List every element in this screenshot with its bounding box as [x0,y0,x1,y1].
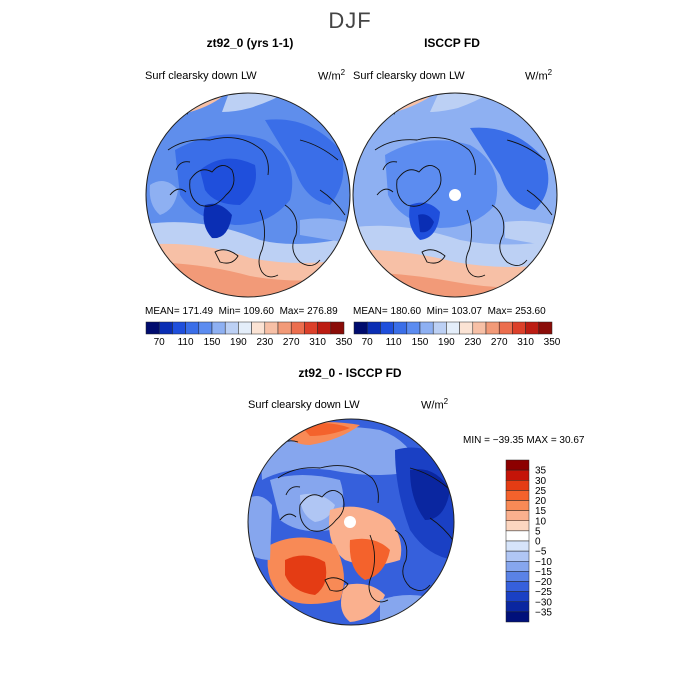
panel2-stats: MEAN= 180.60 Min= 103.07 Max= 253.60 [353,306,546,317]
map-panel1 [145,92,351,298]
panel2-colorbar-swatch [419,321,434,335]
panel2-colorbar-tick-label: 350 [544,337,561,348]
diff-colorbar-tick-label: 30 [535,476,547,487]
panel2-colorbar-swatch [459,321,474,335]
panel1-colorbar-swatch [317,321,332,335]
panel2-colorbar-swatch [498,321,513,335]
diff-colorbar-swatch [505,571,530,582]
diff-variable: Surf clearsky down LW [248,399,360,411]
panel2-variable: Surf clearsky down LW [353,70,465,82]
panel1-colorbar-swatch [185,321,200,335]
panel2-colorbar-tick-label: 70 [362,337,374,348]
diff-colorbar-swatch [505,561,530,572]
panel1-colorbar-tick-label: 350 [336,337,353,348]
diff-units: W/m2 [421,397,449,412]
panel1-variable: Surf clearsky down LW [145,70,257,82]
diff-colorbar-tick-label: −25 [535,587,552,598]
figure-title: DJF [328,8,372,33]
diff-colorbar-swatch [505,469,530,481]
diff-colorbar-tick-label: 25 [535,486,547,497]
panel1-colorbar-swatch [330,321,345,335]
diff-colorbar-tick-label: 10 [535,516,547,527]
diff-colorbar-tick-label: −35 [535,607,552,618]
panel2-colorbar-swatch [393,321,408,335]
panel1-colorbar-swatch [224,321,239,335]
panel1-colorbar-swatch [172,321,186,335]
panel1-colorbar-swatch [198,321,213,335]
panel2-colorbar-swatch [432,321,447,335]
panel1-colorbar-tick-label: 270 [283,337,300,348]
diff-colorbar-tick-label: −30 [535,597,552,608]
panel1-colorbar-swatch [290,321,305,335]
panel1-colorbar-tick-label: 110 [178,337,194,348]
diff-colorbar-tick-label: −20 [535,577,552,588]
diff-colorbar-swatch [505,500,530,511]
panel1-colorbar-tick-label: 230 [256,337,273,348]
panel1-colorbar-swatch [277,321,292,335]
panel1-title: zt92_0 (yrs 1-1) [206,36,294,50]
diff-colorbar-swatch [505,591,530,602]
panel2-colorbar-swatch [512,321,526,335]
panel1-colorbar-tick-label: 190 [230,337,247,348]
pole-missing-data [449,189,461,201]
diff-colorbar-swatch [505,520,530,532]
panel2-colorbar-swatch [406,321,421,335]
diff-colorbar-tick-label: −5 [535,547,547,558]
panel2-colorbar-tick-label: 150 [412,337,429,348]
diff-colorbar-tick-label: −10 [535,557,552,568]
diff-colorbar-tick-label: −15 [535,567,552,578]
panel2-colorbar-swatch [525,321,540,335]
panel2-colorbar-swatch [353,321,368,335]
panel1-colorbar-swatch [158,321,173,335]
panel2-colorbar-swatch [380,321,394,335]
panel1-colorbar-swatch [211,321,226,335]
panel2-title: ISCCP FD [424,36,480,50]
diff-pole-missing-data [344,516,356,528]
panel2-colorbar-swatch [538,321,553,335]
diff-colorbar-swatch [505,480,530,491]
map-difference [247,418,455,626]
panel2-colorbar-tick-label: 190 [438,337,455,348]
panel2-units: W/m2 [525,68,553,83]
diff-colorbar-swatch [505,601,530,613]
panel1-colorbar-swatch [304,321,318,335]
panel1-stats: MEAN= 171.49 Min= 109.60 Max= 276.89 [145,306,338,317]
diff-stats: MIN = −39.35 MAX = 30.67 [463,435,585,446]
diff-colorbar-swatch [505,581,530,592]
panel1-colorbar-swatch [238,321,252,335]
panel1-units: W/m2 [318,68,346,83]
panel2-colorbar-tick-label: 270 [491,337,508,348]
diff-title: zt92_0 - ISCCP FD [298,366,402,380]
panel2-colorbar-swatch [446,321,460,335]
panel2-colorbar: 70 110 150 190 230 270 310 350 [353,321,561,348]
diff-colorbar-swatch [505,550,530,562]
panel1-colorbar-tick-label: 70 [154,337,166,348]
diff-colorbar-tick-label: 15 [535,506,547,517]
map-panel2 [352,92,558,298]
diff-colorbar-swatch [505,459,530,471]
diff-colorbar-tick-label: 35 [535,466,547,477]
panel1-colorbar-swatch [264,321,279,335]
panel2-colorbar-tick-label: 110 [386,337,402,348]
diff-colorbar-tick-label: 5 [535,526,541,537]
panel2-colorbar-tick-label: 310 [517,337,534,348]
diff-colorbar-tick-label: 0 [535,537,541,548]
diff-colorbar-swatch [505,530,530,542]
panel1-colorbar-swatch [145,321,160,335]
panel2-colorbar-tick-label: 230 [464,337,481,348]
panel1-colorbar: 70 110 150 190 230 270 310 350 [145,321,353,348]
panel2-colorbar-swatch [366,321,381,335]
diff-colorbar-tick-label: 20 [535,496,547,507]
panel1-colorbar-tick-label: 310 [309,337,326,348]
panel2-colorbar-swatch [472,321,487,335]
diff-colorbar-swatch [505,510,530,521]
panel2-colorbar-swatch [485,321,500,335]
diff-colorbar-swatch [505,540,530,552]
panel1-colorbar-tick-label: 150 [204,337,221,348]
panel1-colorbar-swatch [251,321,266,335]
diff-colorbar-swatch [505,490,530,501]
diff-colorbar-swatch [505,611,530,623]
